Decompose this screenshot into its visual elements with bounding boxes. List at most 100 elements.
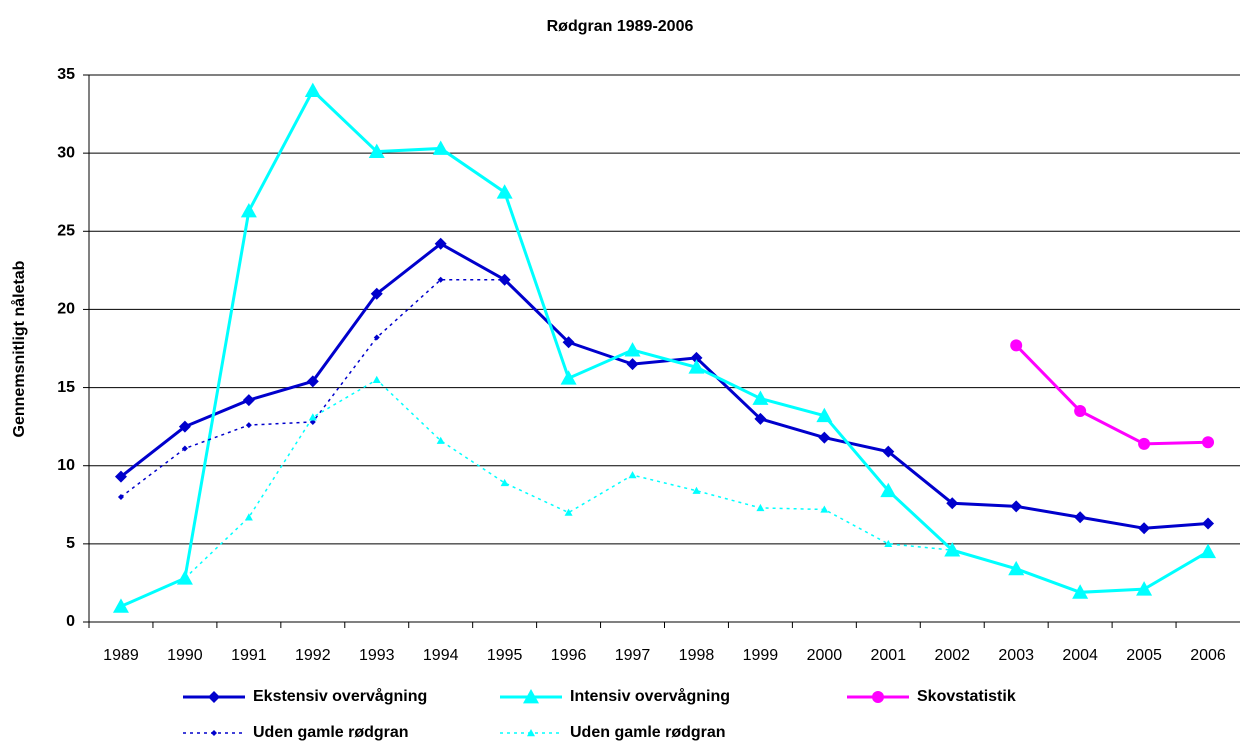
chart-title: Rødgran 1989-2006 (547, 18, 694, 35)
data-point (1202, 517, 1215, 530)
y-axis-label: Gennemsnitligt nåletab (10, 260, 28, 437)
series-line (120, 278, 505, 498)
y-tick-label: 20 (57, 301, 75, 318)
x-tick-label: 2005 (1126, 647, 1162, 664)
data-point (501, 276, 508, 283)
data-point (178, 420, 191, 433)
data-point (692, 486, 701, 494)
data-point (496, 184, 513, 199)
legend-marker (527, 729, 535, 737)
x-tick-label: 2006 (1190, 647, 1226, 664)
y-tick-label: 25 (57, 223, 75, 240)
x-tick-label: 1993 (359, 647, 395, 664)
x-tick-label: 2003 (998, 647, 1034, 664)
x-tick-label: 2002 (934, 647, 970, 664)
data-point (690, 351, 703, 364)
data-point (432, 140, 449, 155)
x-tick-label: 2000 (807, 647, 843, 664)
data-point (1202, 436, 1215, 449)
data-point (1074, 511, 1087, 524)
data-point (500, 478, 509, 487)
x-tick-label: 2001 (871, 647, 907, 664)
series-line (1015, 344, 1209, 446)
x-tick-label: 1992 (295, 647, 331, 664)
y-tick-label: 35 (57, 66, 75, 83)
data-point (624, 342, 641, 357)
data-point (754, 412, 767, 425)
data-point (756, 503, 765, 512)
data-point (240, 202, 257, 218)
legend-label: Ekstensiv overvågning (253, 687, 427, 705)
data-point (882, 445, 895, 458)
y-tick-label: 5 (66, 535, 75, 552)
data-point (304, 82, 321, 98)
data-point (1008, 560, 1025, 576)
data-point (1200, 543, 1217, 559)
data-point (628, 471, 637, 479)
data-point (818, 431, 831, 444)
legend-label: Skovstatistik (917, 688, 1016, 705)
data-point (437, 276, 444, 283)
y-tick-label: 0 (66, 613, 75, 630)
data-point (880, 482, 897, 498)
data-point (436, 436, 445, 444)
data-point (1138, 522, 1151, 535)
data-point (884, 539, 893, 548)
data-point (626, 358, 639, 371)
data-point (372, 375, 381, 383)
legend-marker (872, 691, 884, 703)
data-point (370, 287, 383, 300)
data-point (948, 546, 957, 554)
data-point (560, 370, 577, 385)
data-point (564, 508, 573, 516)
x-tick-label: 1990 (167, 647, 203, 664)
data-point (368, 143, 385, 158)
legend-marker (211, 730, 217, 736)
data-point (1074, 405, 1087, 418)
x-tick-label: 1998 (679, 647, 715, 664)
legend-marker (208, 691, 220, 703)
legend-marker (523, 689, 539, 704)
data-point (820, 505, 829, 513)
data-point (1010, 500, 1023, 513)
data-point (1138, 437, 1151, 450)
data-point (946, 497, 959, 510)
x-tick-label: 1995 (487, 647, 523, 664)
legend-label: Uden gamle rødgran (570, 724, 726, 741)
data-point (562, 336, 575, 349)
data-point (434, 237, 447, 250)
data-point (752, 390, 769, 405)
data-point (1010, 339, 1023, 352)
x-tick-label: 1996 (551, 647, 587, 664)
legend-label: Uden gamle rødgran (253, 724, 409, 741)
data-point (112, 598, 129, 613)
y-tick-label: 30 (57, 144, 75, 161)
data-point (1136, 581, 1153, 596)
x-tick-label: 1989 (103, 647, 139, 664)
x-tick-label: 2004 (1062, 647, 1098, 664)
data-point (245, 422, 252, 429)
data-point (181, 445, 188, 452)
data-point (373, 334, 380, 341)
data-point (306, 375, 319, 388)
data-point (688, 359, 705, 374)
data-point (180, 574, 189, 582)
y-tick-label: 10 (57, 457, 75, 474)
x-tick-label: 1991 (231, 647, 267, 664)
x-tick-label: 1997 (615, 647, 651, 664)
y-tick-label: 15 (57, 379, 75, 396)
data-point (114, 470, 127, 483)
legend-label: Intensiv overvågning (570, 687, 730, 705)
x-tick-label: 1999 (743, 647, 779, 664)
x-tick-label: 1994 (423, 647, 459, 664)
data-point (242, 394, 255, 407)
series-line (120, 88, 1209, 608)
data-point (1072, 584, 1089, 599)
data-point (308, 413, 317, 421)
series-line (120, 241, 1209, 530)
data-point (117, 493, 124, 500)
series-line (184, 378, 953, 579)
data-point (816, 407, 833, 423)
data-point (244, 513, 253, 521)
